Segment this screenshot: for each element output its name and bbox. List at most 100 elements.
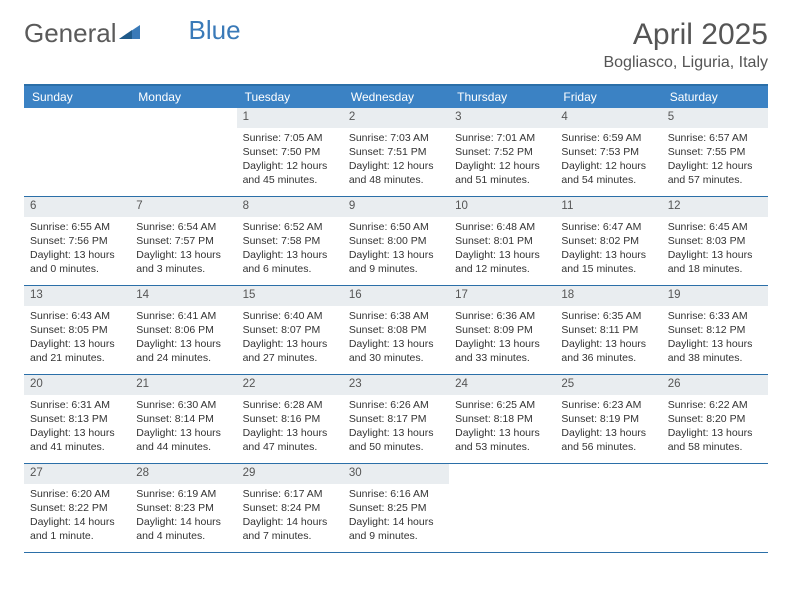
day-cell: 24Sunrise: 6:25 AMSunset: 8:18 PMDayligh… bbox=[449, 375, 555, 463]
day-cell: 5Sunrise: 6:57 AMSunset: 7:55 PMDaylight… bbox=[662, 108, 768, 196]
sunrise-text: Sunrise: 7:03 AM bbox=[349, 131, 443, 145]
weekday-sunday: Sunday bbox=[24, 86, 130, 108]
empty-cell bbox=[24, 108, 130, 196]
sunset-text: Sunset: 8:08 PM bbox=[349, 323, 443, 337]
day-number: 27 bbox=[24, 464, 130, 484]
daylight-text: Daylight: 14 hours and 1 minute. bbox=[30, 515, 124, 543]
sunset-text: Sunset: 7:53 PM bbox=[561, 145, 655, 159]
day-body: Sunrise: 7:03 AMSunset: 7:51 PMDaylight:… bbox=[343, 128, 449, 194]
day-number: 24 bbox=[449, 375, 555, 395]
day-number: 26 bbox=[662, 375, 768, 395]
logo-text-blue: Blue bbox=[189, 15, 241, 46]
sunset-text: Sunset: 8:19 PM bbox=[561, 412, 655, 426]
sunrise-text: Sunrise: 6:59 AM bbox=[561, 131, 655, 145]
daylight-text: Daylight: 13 hours and 58 minutes. bbox=[668, 426, 762, 454]
day-cell: 18Sunrise: 6:35 AMSunset: 8:11 PMDayligh… bbox=[555, 286, 661, 374]
sunset-text: Sunset: 8:05 PM bbox=[30, 323, 124, 337]
daylight-text: Daylight: 13 hours and 44 minutes. bbox=[136, 426, 230, 454]
day-number: 18 bbox=[555, 286, 661, 306]
sunset-text: Sunset: 7:52 PM bbox=[455, 145, 549, 159]
sunset-text: Sunset: 7:51 PM bbox=[349, 145, 443, 159]
day-body: Sunrise: 6:55 AMSunset: 7:56 PMDaylight:… bbox=[24, 217, 130, 283]
daylight-text: Daylight: 13 hours and 38 minutes. bbox=[668, 337, 762, 365]
sunset-text: Sunset: 8:03 PM bbox=[668, 234, 762, 248]
weekday-wednesday: Wednesday bbox=[343, 86, 449, 108]
sunrise-text: Sunrise: 6:45 AM bbox=[668, 220, 762, 234]
empty-cell bbox=[555, 464, 661, 552]
sunset-text: Sunset: 7:50 PM bbox=[243, 145, 337, 159]
day-cell: 20Sunrise: 6:31 AMSunset: 8:13 PMDayligh… bbox=[24, 375, 130, 463]
day-number: 21 bbox=[130, 375, 236, 395]
daylight-text: Daylight: 13 hours and 24 minutes. bbox=[136, 337, 230, 365]
day-body: Sunrise: 6:54 AMSunset: 7:57 PMDaylight:… bbox=[130, 217, 236, 283]
sunrise-text: Sunrise: 6:20 AM bbox=[30, 487, 124, 501]
daylight-text: Daylight: 13 hours and 0 minutes. bbox=[30, 248, 124, 276]
sunrise-text: Sunrise: 6:17 AM bbox=[243, 487, 337, 501]
day-number: 22 bbox=[237, 375, 343, 395]
day-cell: 23Sunrise: 6:26 AMSunset: 8:17 PMDayligh… bbox=[343, 375, 449, 463]
day-body: Sunrise: 6:52 AMSunset: 7:58 PMDaylight:… bbox=[237, 217, 343, 283]
sunrise-text: Sunrise: 7:01 AM bbox=[455, 131, 549, 145]
sunset-text: Sunset: 8:16 PM bbox=[243, 412, 337, 426]
daylight-text: Daylight: 14 hours and 9 minutes. bbox=[349, 515, 443, 543]
day-body: Sunrise: 6:17 AMSunset: 8:24 PMDaylight:… bbox=[237, 484, 343, 550]
day-number: 16 bbox=[343, 286, 449, 306]
sunrise-text: Sunrise: 6:26 AM bbox=[349, 398, 443, 412]
week-row: 1 Sunrise: 7:05 AMSunset: 7:50 PM Daylight… bbox=[24, 108, 768, 197]
day-number: 5 bbox=[662, 108, 768, 128]
day-number: 30 bbox=[343, 464, 449, 484]
sunset-text: Sunset: 8:24 PM bbox=[243, 501, 337, 515]
sunset-text: Sunset: 7:57 PM bbox=[136, 234, 230, 248]
sunrise-text: Sunrise: 6:43 AM bbox=[30, 309, 124, 323]
day-cell: 13Sunrise: 6:43 AMSunset: 8:05 PMDayligh… bbox=[24, 286, 130, 374]
day-body: Sunrise: 6:31 AMSunset: 8:13 PMDaylight:… bbox=[24, 395, 130, 461]
sunrise-text: Sunrise: 6:50 AM bbox=[349, 220, 443, 234]
day-body: Sunrise: 6:30 AMSunset: 8:14 PMDaylight:… bbox=[130, 395, 236, 461]
daylight-text: Daylight: 13 hours and 30 minutes. bbox=[349, 337, 443, 365]
weekday-tuesday: Tuesday bbox=[237, 86, 343, 108]
daylight-text: Daylight: 13 hours and 12 minutes. bbox=[455, 248, 549, 276]
day-cell: 17Sunrise: 6:36 AMSunset: 8:09 PMDayligh… bbox=[449, 286, 555, 374]
sunset-text: Sunset: 8:13 PM bbox=[30, 412, 124, 426]
sunset-text: Sunset: 8:11 PM bbox=[561, 323, 655, 337]
day-number: 15 bbox=[237, 286, 343, 306]
sunset-text: Sunset: 8:09 PM bbox=[455, 323, 549, 337]
weekday-header-row: SundayMondayTuesdayWednesdayThursdayFrid… bbox=[24, 86, 768, 108]
page-title: April 2025 bbox=[603, 18, 768, 52]
logo-icon bbox=[119, 16, 141, 47]
logo: General Blue bbox=[24, 18, 241, 49]
weeks-container: 1 Sunrise: 7:05 AMSunset: 7:50 PM Daylight… bbox=[24, 108, 768, 553]
day-body: Sunrise: 6:59 AMSunset: 7:53 PMDaylight:… bbox=[555, 128, 661, 194]
daylight-text: Daylight: 13 hours and 47 minutes. bbox=[243, 426, 337, 454]
sunrise-text: Sunrise: 6:36 AM bbox=[455, 309, 549, 323]
day-body: Sunrise: 6:25 AMSunset: 8:18 PMDaylight:… bbox=[449, 395, 555, 461]
location-label: Bogliasco, Liguria, Italy bbox=[603, 54, 768, 72]
daylight-text: Daylight: 12 hours and 48 minutes. bbox=[349, 159, 443, 187]
daylight-text: Daylight: 13 hours and 53 minutes. bbox=[455, 426, 549, 454]
day-cell: 30Sunrise: 6:16 AMSunset: 8:25 PMDayligh… bbox=[343, 464, 449, 552]
day-cell: 29Sunrise: 6:17 AMSunset: 8:24 PMDayligh… bbox=[237, 464, 343, 552]
day-number: 4 bbox=[555, 108, 661, 128]
day-body: Sunrise: 6:45 AMSunset: 8:03 PMDaylight:… bbox=[662, 217, 768, 283]
day-body: Sunrise: 6:19 AMSunset: 8:23 PMDaylight:… bbox=[130, 484, 236, 550]
empty-cell bbox=[130, 108, 236, 196]
sunset-text: Sunset: 8:06 PM bbox=[136, 323, 230, 337]
day-body: Sunrise: 6:20 AMSunset: 8:22 PMDaylight:… bbox=[24, 484, 130, 550]
day-cell: 27Sunrise: 6:20 AMSunset: 8:22 PMDayligh… bbox=[24, 464, 130, 552]
sunrise-text: Sunrise: 6:54 AM bbox=[136, 220, 230, 234]
daylight-text: Daylight: 12 hours and 54 minutes. bbox=[561, 159, 655, 187]
day-number: 14 bbox=[130, 286, 236, 306]
sunset-text: Sunset: 8:20 PM bbox=[668, 412, 762, 426]
daylight-text: Daylight: 13 hours and 33 minutes. bbox=[455, 337, 549, 365]
day-cell: 10Sunrise: 6:48 AMSunset: 8:01 PMDayligh… bbox=[449, 197, 555, 285]
logo-text-general: General bbox=[24, 18, 117, 49]
day-number: 1 bbox=[237, 108, 343, 128]
sunrise-text: Sunrise: 7:05 AM bbox=[243, 131, 337, 145]
sunrise-text: Sunrise: 6:57 AM bbox=[668, 131, 762, 145]
sunset-text: Sunset: 8:23 PM bbox=[136, 501, 230, 515]
day-cell: 26Sunrise: 6:22 AMSunset: 8:20 PMDayligh… bbox=[662, 375, 768, 463]
week-row: 20Sunrise: 6:31 AMSunset: 8:13 PMDayligh… bbox=[24, 375, 768, 464]
day-number: 20 bbox=[24, 375, 130, 395]
header: General Blue April 2025 Bogliasco, Ligur… bbox=[0, 0, 792, 80]
sunset-text: Sunset: 8:22 PM bbox=[30, 501, 124, 515]
